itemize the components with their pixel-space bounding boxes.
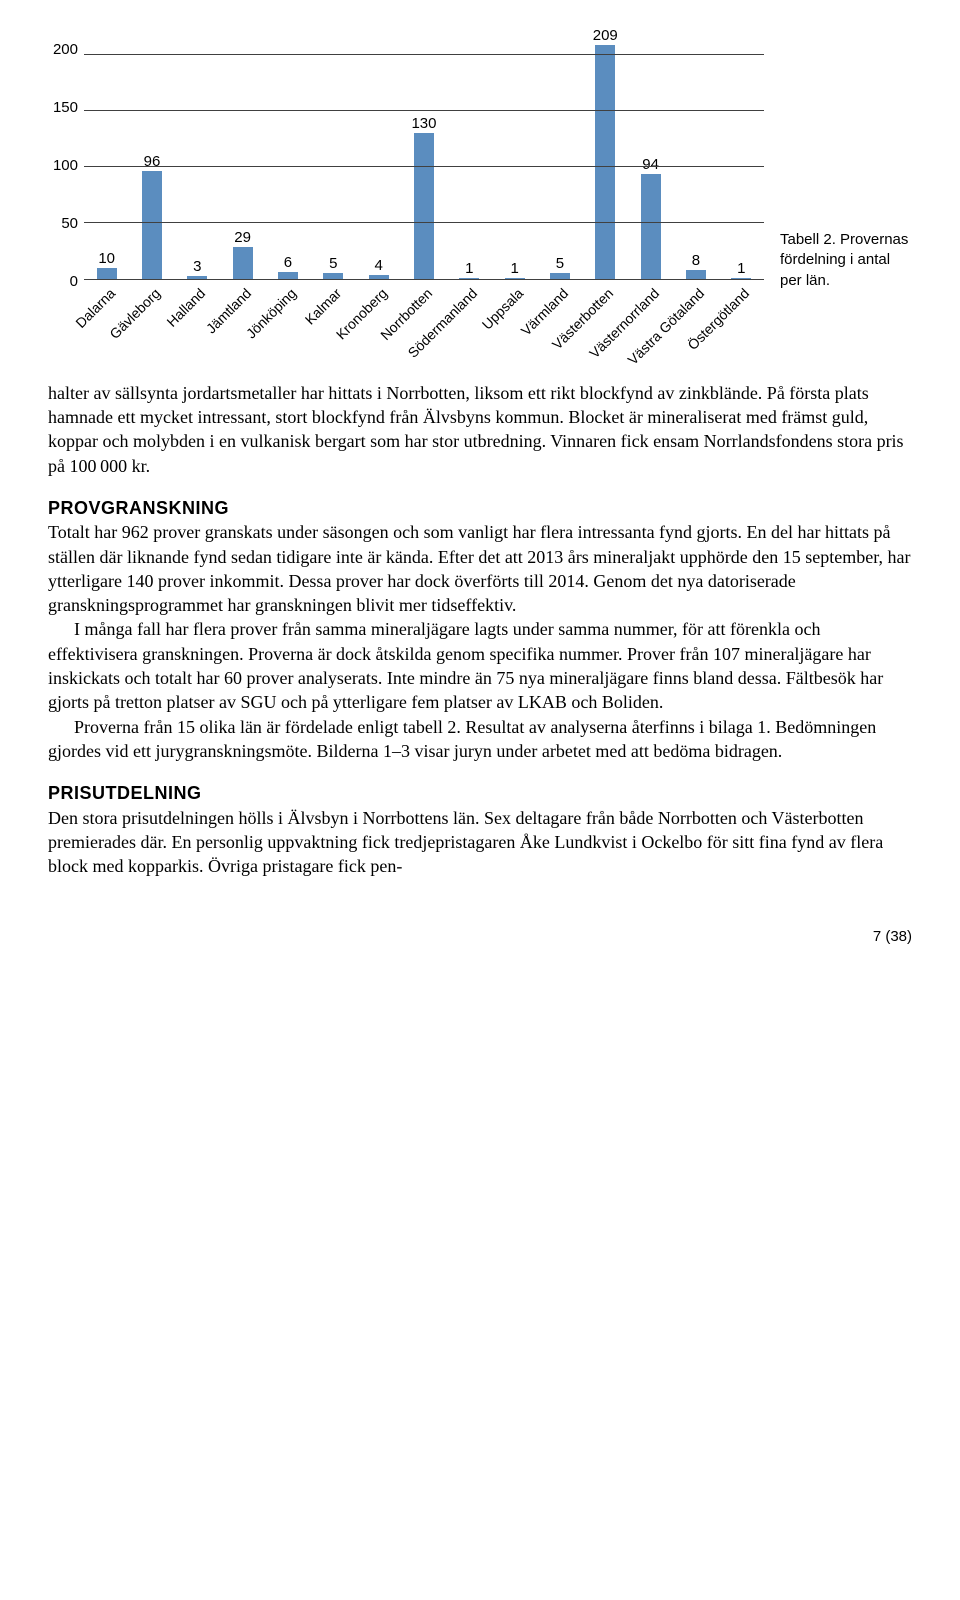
bar (731, 278, 751, 279)
bar-value-label: 5 (329, 255, 337, 272)
bar (550, 273, 570, 279)
sec1-paragraph1: Totalt har 962 prover granskats under sä… (48, 522, 910, 615)
bar-column: 1 (447, 0, 492, 279)
bar (414, 133, 434, 279)
bar-column: 6 (265, 0, 310, 279)
plot-area: 10963296541301152099481 DalarnaGävleborg… (84, 0, 764, 280)
section-heading-provgranskning: PROVGRANSKNING (48, 496, 912, 520)
bar-value-label: 8 (692, 252, 700, 269)
y-axis: 250200150100500 (48, 0, 84, 282)
bar-column: 5 (537, 0, 582, 279)
bar (505, 278, 525, 279)
bar-value-label: 1 (737, 260, 745, 277)
bar-value-label: 96 (144, 153, 161, 170)
bar-value-label: 1 (510, 260, 518, 277)
chart-region: 250200150100500 10963296541301152099481 … (48, 0, 912, 291)
bar-column: 209 (583, 0, 628, 279)
section-heading-prisutdelning: PRISUTDELNING (48, 781, 912, 805)
intro-paragraph: halter av sällsynta jordartsmetaller har… (48, 381, 912, 478)
bar-column: 94 (628, 0, 673, 279)
bar (323, 273, 343, 279)
bar-column: 4 (356, 0, 401, 279)
bar-value-label: 4 (374, 257, 382, 274)
gridline (84, 54, 764, 55)
bar-column: 1 (492, 0, 537, 279)
bar-column: 96 (129, 0, 174, 279)
bar-value-label: 209 (593, 27, 618, 44)
bar-value-label: 29 (234, 229, 251, 246)
bar-value-label: 130 (411, 115, 436, 132)
bar (97, 268, 117, 279)
bar-column: 3 (175, 0, 220, 279)
sec2-paragraph1: Den stora prisutdelningen hölls i Älvsby… (48, 808, 883, 877)
bar-value-label: 10 (98, 250, 115, 267)
chart-caption: Tabell 2. Provernas fördelning i antal p… (780, 230, 910, 291)
gridline (84, 110, 764, 111)
bar (686, 270, 706, 279)
bar-value-label: 5 (556, 255, 564, 272)
gridline (84, 166, 764, 167)
bar-value-label: 3 (193, 258, 201, 275)
bar-column: 10 (84, 0, 129, 279)
sec1-paragraph2: I många fall har flera prover från samma… (48, 617, 912, 714)
x-axis-labels: DalarnaGävleborgHallandJämtlandJönköping… (84, 283, 764, 373)
bar-value-label: 94 (642, 156, 659, 173)
bar (233, 247, 253, 279)
gridline (84, 222, 764, 223)
bar-chart: 250200150100500 10963296541301152099481 … (48, 0, 768, 282)
bar-value-label: 6 (284, 254, 292, 271)
section-provgranskning: PROVGRANSKNING Totalt har 962 prover gra… (48, 496, 912, 617)
bar (595, 45, 615, 279)
bar-column: 8 (673, 0, 718, 279)
page-number: 7 (38) (48, 928, 912, 945)
bar-column: 5 (311, 0, 356, 279)
section-prisutdelning: PRISUTDELNING Den stora prisutdelningen … (48, 781, 912, 878)
bar-column: 1 (719, 0, 764, 279)
bar (641, 174, 661, 279)
bar-column: 29 (220, 0, 265, 279)
sec1-paragraph3: Proverna från 15 olika län är fördelade … (48, 715, 912, 764)
bar-value-label: 1 (465, 260, 473, 277)
bar (278, 272, 298, 279)
bar-column: 130 (401, 0, 446, 279)
bar (142, 171, 162, 279)
bar (187, 276, 207, 279)
bars-container: 10 96 3 29 6 5 4 130 1 1 5 209 94 8 1 (84, 0, 764, 279)
bar (459, 278, 479, 279)
bar (369, 275, 389, 279)
